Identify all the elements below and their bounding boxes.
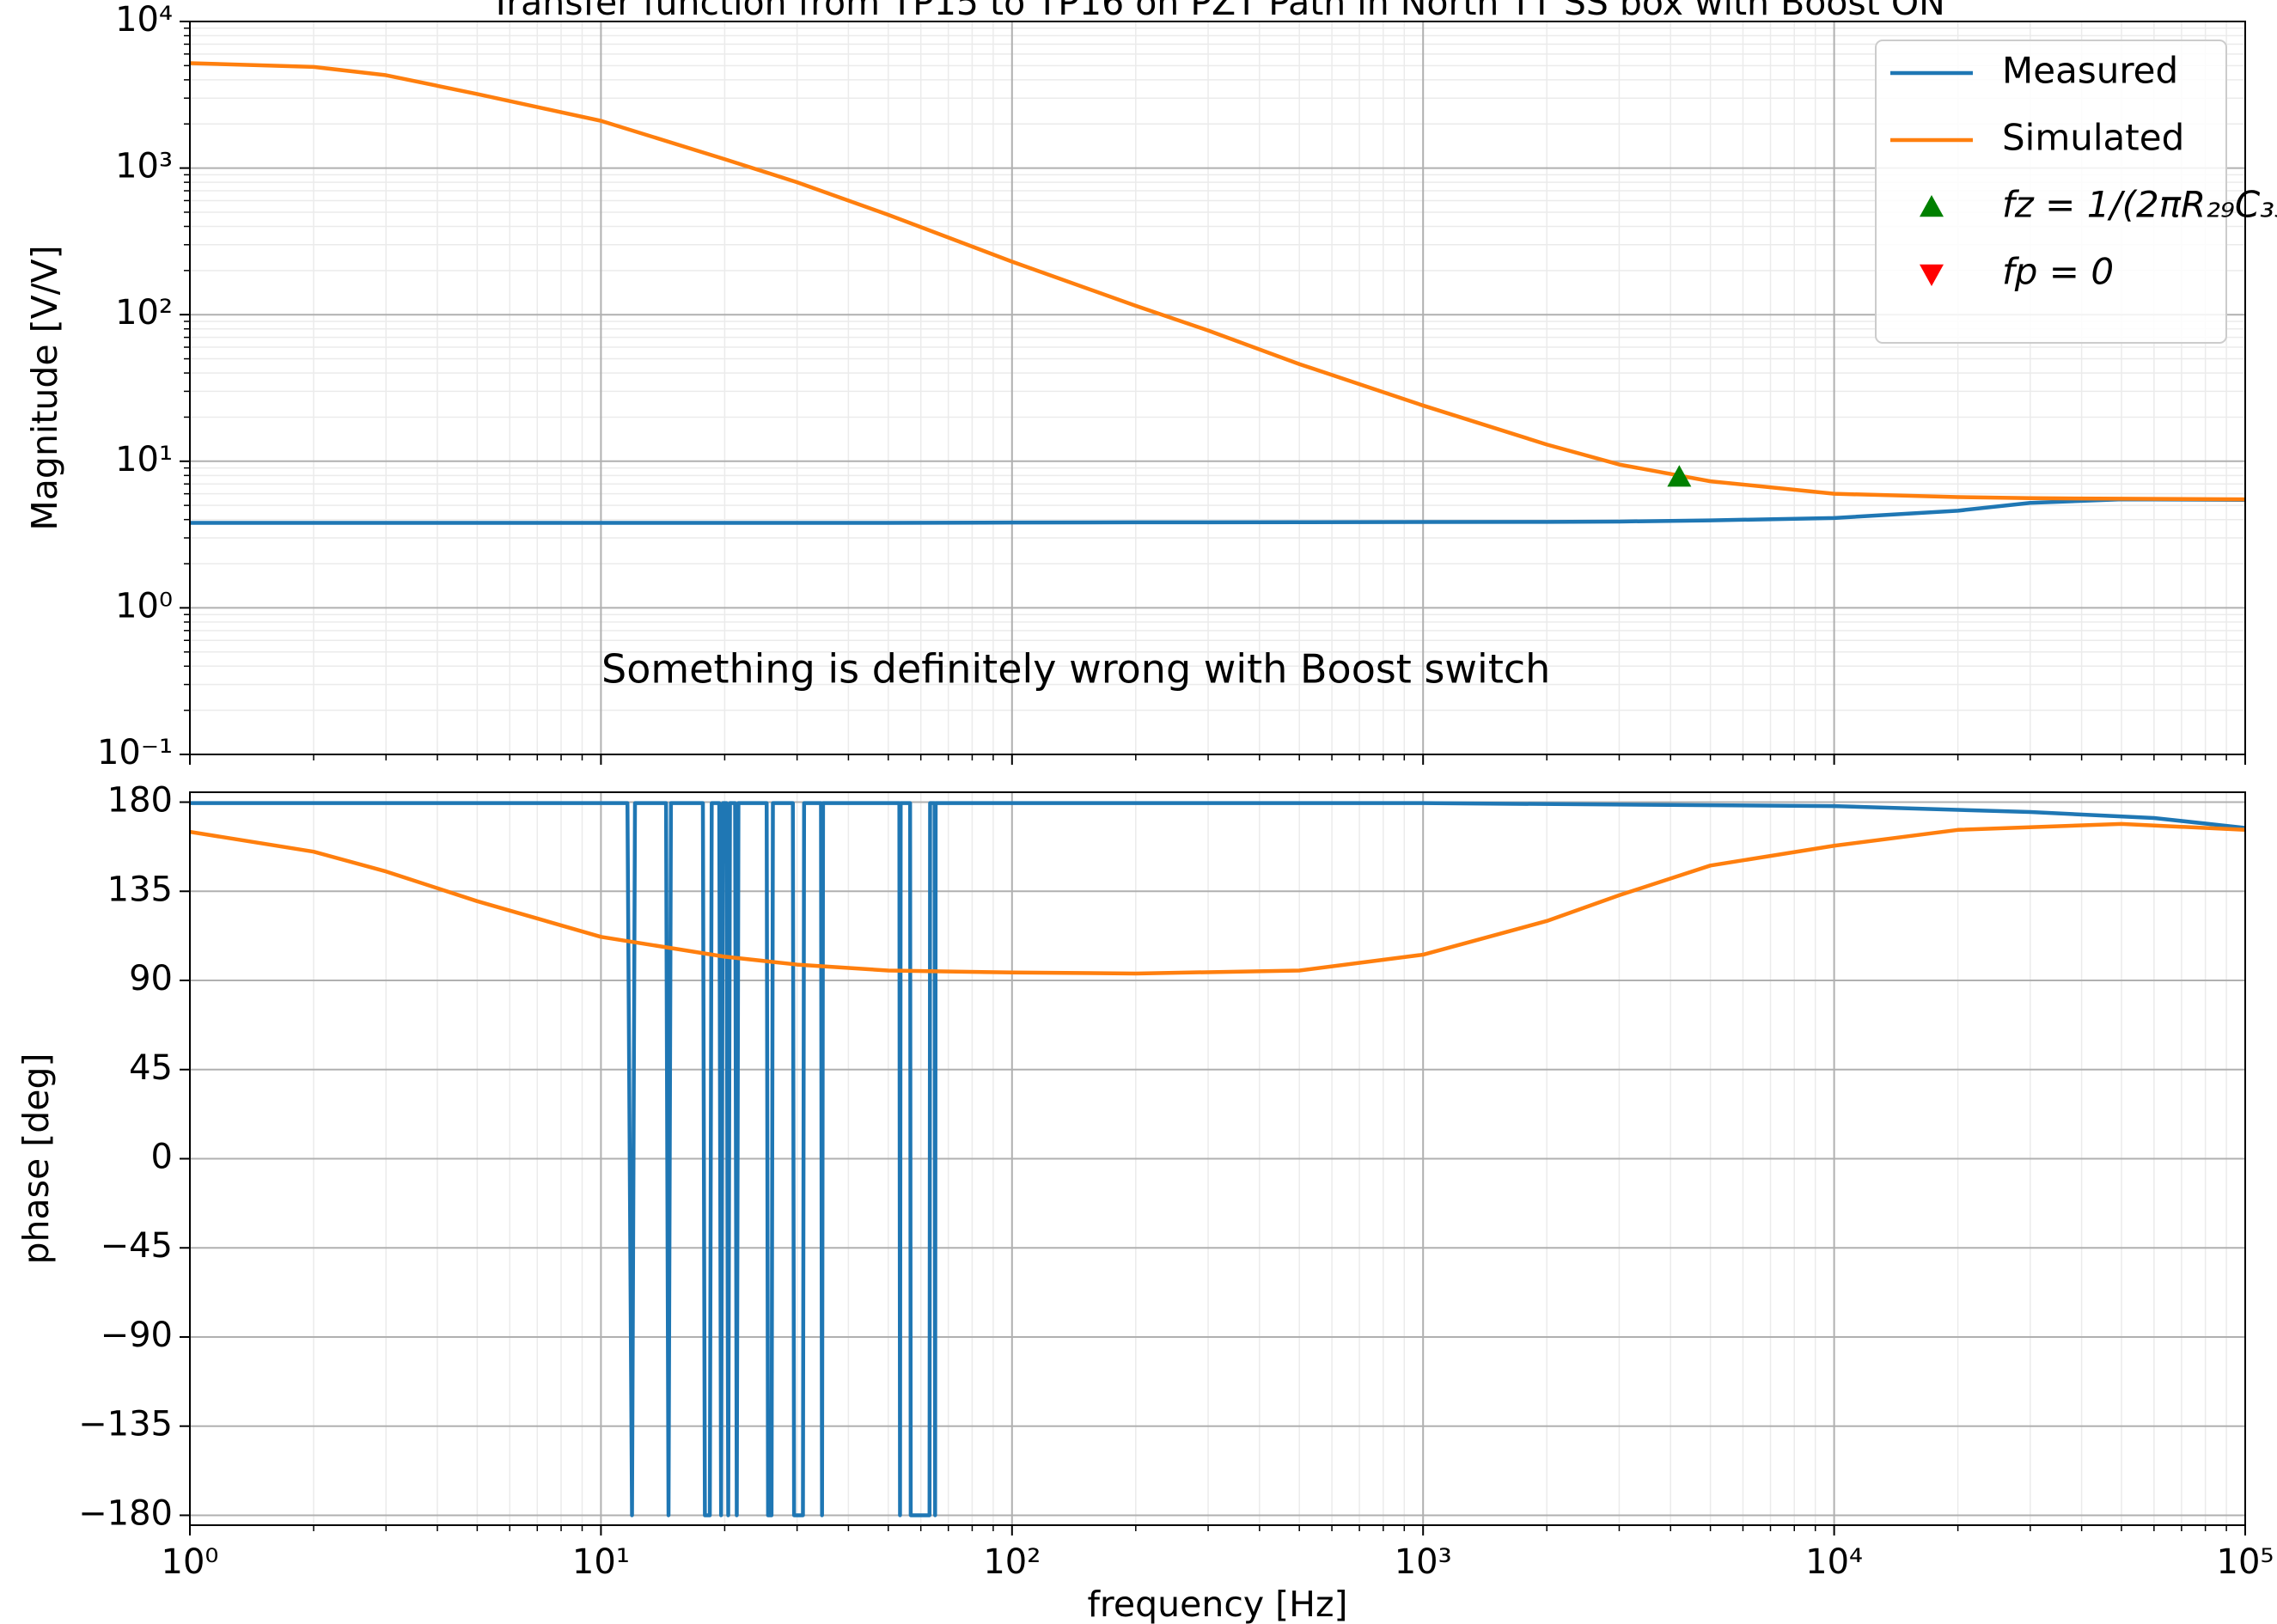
axes-frame xyxy=(189,21,2246,755)
y-tick-label: 10³ xyxy=(115,147,173,186)
y-tick-label: 10⁰ xyxy=(115,586,173,626)
x-tick-label: 10⁰ xyxy=(162,1542,219,1582)
series-line xyxy=(190,801,2245,1517)
y-tick-label: −90 xyxy=(101,1316,173,1355)
x-tick-label: 10⁴ xyxy=(1805,1542,1863,1582)
axes-frame xyxy=(189,791,2246,1526)
y-tick-label: 90 xyxy=(129,959,173,998)
legend-box xyxy=(1875,40,2227,344)
series-line xyxy=(190,497,2245,525)
x-tick-label: 10⁵ xyxy=(2217,1542,2274,1582)
x-tick-label: 10¹ xyxy=(572,1542,630,1582)
series-line xyxy=(190,821,2245,976)
y-tick-label: 10⁴ xyxy=(115,0,173,40)
x-tick-label: 10³ xyxy=(1395,1542,1452,1582)
marker xyxy=(1667,465,1692,487)
y-axis-label: Magnitude [V/V] xyxy=(24,245,65,530)
y-tick-label: 10¹ xyxy=(115,440,173,479)
x-axis-label: frequency [Hz] xyxy=(1087,1584,1347,1624)
y-tick-label: 0 xyxy=(151,1138,173,1177)
legend-label: fp = 0 xyxy=(2002,251,2114,293)
y-tick-label: 45 xyxy=(129,1048,173,1088)
legend-label: Measured xyxy=(2002,50,2178,92)
y-tick-label: 10² xyxy=(115,293,173,333)
y-axis-label: phase [deg] xyxy=(15,1053,57,1264)
y-tick-label: −180 xyxy=(78,1493,173,1533)
chart-title: Transfer function from TP15 to TP16 on P… xyxy=(489,0,1945,23)
series-line xyxy=(190,61,2245,502)
y-tick-label: −45 xyxy=(101,1226,173,1266)
x-tick-label: 10² xyxy=(983,1542,1041,1582)
legend-label: Simulated xyxy=(2002,117,2184,159)
annotation: Something is definitely wrong with Boost… xyxy=(601,646,1550,693)
y-tick-label: 10⁻¹ xyxy=(97,733,173,772)
legend-marker xyxy=(1920,195,1944,217)
y-tick-label: 180 xyxy=(107,781,173,821)
y-tick-label: 135 xyxy=(107,870,173,909)
legend-marker xyxy=(1920,264,1944,286)
y-tick-label: −135 xyxy=(78,1405,173,1444)
legend-label: fz = 1/(2πR₂₉C₃₅) xyxy=(2002,184,2277,226)
